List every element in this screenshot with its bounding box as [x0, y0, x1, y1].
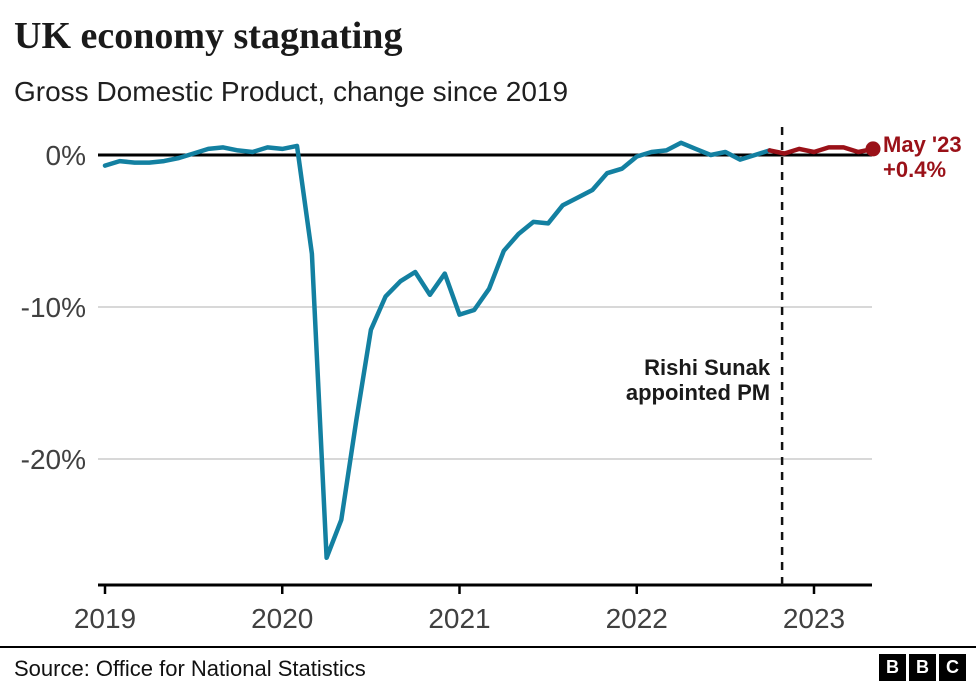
y-tick-label: 0% [46, 140, 86, 171]
gdp-line-teal [102, 140, 772, 561]
y-tick-label: -20% [21, 444, 86, 475]
pm-event-annotation: Rishi Sunak [644, 355, 771, 380]
x-tick-label: 2023 [783, 603, 845, 634]
end-point-label: May '23 [883, 132, 962, 157]
x-tick-label: 2022 [606, 603, 668, 634]
gdp-line-red [767, 145, 876, 156]
x-tick-label: 2020 [251, 603, 313, 634]
end-point-label: +0.4% [883, 157, 946, 182]
y-tick-label: -10% [21, 292, 86, 323]
chart-subtitle: Gross Domestic Product, change since 201… [14, 76, 569, 107]
bbc-logo-letter: B [909, 654, 936, 681]
end-point-dot [865, 141, 881, 157]
x-tick-label: 2021 [428, 603, 490, 634]
chart-title: UK economy stagnating [14, 15, 403, 57]
pm-event-annotation: appointed PM [626, 380, 770, 405]
bbc-logo-letter: C [939, 654, 966, 681]
x-tick-label: 2019 [74, 603, 136, 634]
bbc-logo-letter: B [879, 654, 906, 681]
footer-divider [0, 646, 976, 648]
source-credit: Source: Office for National Statistics [14, 656, 366, 681]
